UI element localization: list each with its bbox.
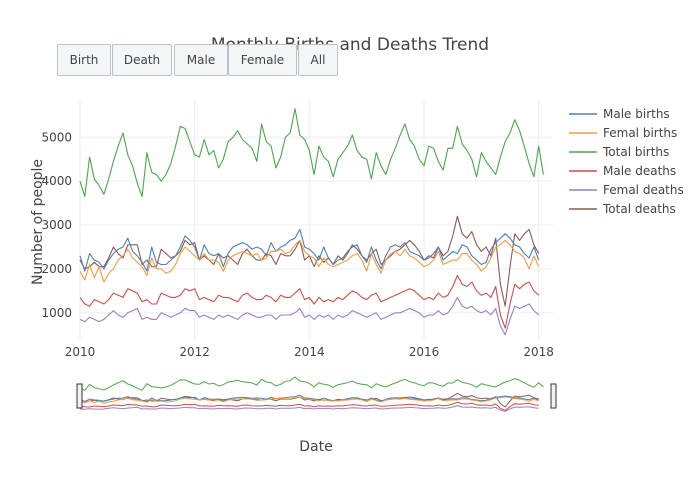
x-tick-label: 2014	[294, 345, 325, 359]
range-slider-line-total-births	[79, 376, 544, 391]
filter-button-female[interactable]: Female	[228, 44, 297, 76]
range-slider-line-male-deaths	[79, 401, 539, 411]
y-tick-label: 4000	[41, 174, 72, 188]
legend-item-total-births[interactable]: Total births	[569, 145, 669, 159]
y-tick-label: 1000	[41, 306, 72, 320]
y-tick-label: 2000	[41, 262, 72, 276]
legend-label: Total deaths	[602, 202, 676, 216]
y-axis-title: Number of people	[30, 159, 46, 285]
grid	[79, 100, 553, 340]
range-slider-left-handle[interactable]	[76, 383, 83, 409]
range-slider-line-femal-deaths	[79, 405, 539, 412]
x-axis-title: Date	[299, 439, 332, 455]
legend-label: Male deaths	[603, 164, 676, 178]
series-line-femal-deaths	[79, 296, 540, 336]
range-slider-line-male-births	[79, 394, 539, 403]
filter-button-all[interactable]: All	[298, 44, 338, 76]
legend-item-femal-births[interactable]: Femal births	[569, 126, 677, 140]
range-slider-line-femal-births	[79, 396, 539, 404]
series-line-male-deaths	[79, 274, 540, 329]
range-slider-lines	[79, 376, 544, 412]
range-slider-right-handle[interactable]	[550, 383, 557, 409]
legend-label: Femal deaths	[603, 183, 684, 197]
y-tick-label: 3000	[41, 218, 72, 232]
series-line-male-births	[79, 228, 540, 272]
filter-button-birth[interactable]: Birth	[57, 44, 111, 76]
x-tick-labels: 2010 2012 2014 2016 2018	[65, 345, 554, 359]
series-lines	[79, 108, 544, 336]
legend-label: Male births	[603, 107, 670, 121]
legend-item-total-deaths[interactable]: Total deaths	[569, 202, 676, 216]
legend[interactable]: Male births Femal births Total births Male …	[569, 107, 684, 216]
legend-item-male-deaths[interactable]: Male deaths	[569, 164, 676, 178]
legend-item-male-births[interactable]: Male births	[569, 107, 670, 121]
range-slider[interactable]	[76, 372, 557, 414]
x-tick-label: 2012	[179, 345, 210, 359]
series-line-total-births	[79, 108, 544, 198]
x-tick-label: 2016	[409, 345, 440, 359]
filter-button-death[interactable]: Death	[112, 44, 172, 76]
legend-item-femal-deaths[interactable]: Femal deaths	[569, 183, 684, 197]
legend-label: Femal births	[603, 126, 677, 140]
y-tick-labels: 1000 2000 3000 4000 5000	[41, 130, 72, 320]
legend-label: Total births	[602, 145, 669, 159]
x-tick-label: 2010	[65, 345, 96, 359]
y-tick-label: 5000	[41, 130, 72, 144]
x-tick-label: 2018	[523, 345, 554, 359]
series-line-femal-births	[79, 239, 540, 283]
filter-button-male[interactable]: Male	[174, 44, 228, 76]
